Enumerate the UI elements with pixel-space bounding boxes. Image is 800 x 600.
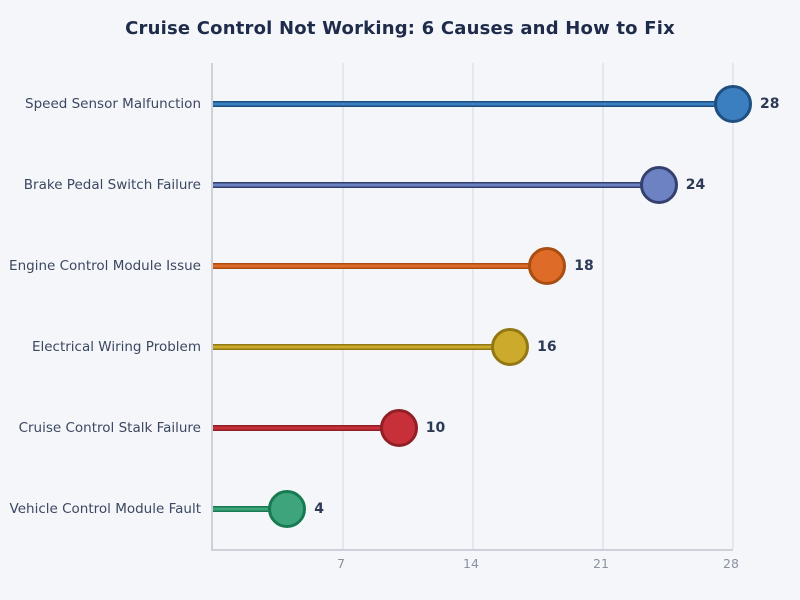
x-tick-label-7: 7	[337, 556, 345, 571]
lollipop-stem-6	[213, 505, 288, 512]
lollipop-stem-2	[213, 181, 659, 188]
lollipop-dot-1	[714, 84, 752, 123]
category-label-5: Cruise Control Stalk Failure	[18, 419, 201, 436]
value-label-4: 16	[537, 338, 557, 355]
lollipop-stem-4	[213, 343, 511, 350]
lollipop-dot-2	[639, 165, 678, 204]
x-tick-label-28: 28	[723, 556, 739, 571]
category-label-6: Vehicle Control Module Fault	[9, 500, 201, 517]
lollipop-dot-4	[491, 327, 530, 366]
lollipop-stem-5	[213, 424, 399, 431]
category-label-2: Brake Pedal Switch Failure	[23, 176, 201, 193]
value-label-1: 28	[760, 95, 780, 112]
plot-area	[211, 63, 752, 551]
category-label-4: Electrical Wiring Problem	[31, 338, 201, 355]
x-tick-label-14: 14	[463, 556, 479, 571]
lollipop-stem-1	[213, 100, 733, 107]
category-label-1: Speed Sensor Malfunction	[25, 95, 201, 112]
gridline-x-21	[602, 63, 604, 549]
category-label-3: Engine Control Module Issue	[9, 257, 201, 274]
lollipop-dot-3	[528, 246, 567, 285]
chart-title: Cruise Control Not Working: 6 Causes and…	[125, 18, 675, 39]
gridline-x-7	[342, 63, 344, 549]
lollipop-dot-6	[268, 489, 307, 528]
value-label-6: 4	[314, 500, 325, 517]
lollipop-stem-3	[213, 262, 548, 269]
value-label-5: 10	[425, 419, 446, 436]
x-tick-label-21: 21	[593, 556, 609, 571]
gridline-x-14	[472, 63, 474, 549]
value-label-3: 18	[574, 257, 594, 274]
gridline-x-28	[732, 63, 734, 549]
lollipop-dot-5	[379, 408, 418, 447]
value-label-2: 24	[685, 176, 706, 193]
